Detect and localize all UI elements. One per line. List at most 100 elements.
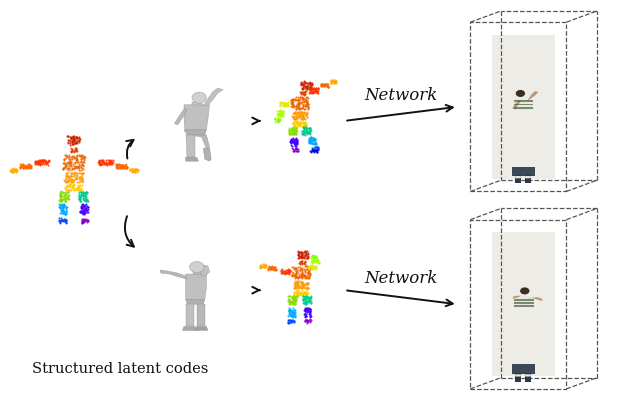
Point — [293, 120, 303, 127]
Point — [74, 164, 84, 171]
Point — [280, 270, 290, 276]
Point — [19, 163, 29, 169]
Point — [307, 258, 317, 264]
Point — [283, 320, 293, 326]
Point — [301, 83, 312, 89]
Point — [74, 186, 84, 192]
Point — [305, 316, 316, 323]
Point — [74, 194, 84, 200]
Point — [301, 291, 311, 297]
Point — [300, 123, 310, 129]
Point — [104, 158, 115, 165]
Point — [58, 195, 68, 202]
Point — [269, 115, 280, 122]
Point — [112, 165, 122, 172]
Point — [317, 81, 327, 88]
Point — [299, 89, 309, 95]
Point — [284, 316, 294, 323]
Point — [326, 79, 336, 85]
Point — [287, 295, 298, 301]
Point — [300, 313, 310, 319]
Point — [75, 152, 85, 159]
Point — [67, 139, 77, 145]
Point — [291, 145, 301, 152]
Point — [293, 279, 303, 286]
Point — [293, 103, 303, 109]
Point — [78, 195, 88, 202]
Point — [66, 177, 76, 183]
Point — [301, 111, 312, 117]
Point — [290, 141, 300, 148]
Point — [289, 126, 300, 132]
Point — [295, 121, 305, 127]
Point — [80, 189, 90, 196]
Point — [40, 159, 51, 165]
Point — [122, 164, 132, 170]
Point — [285, 318, 295, 325]
Point — [290, 309, 300, 316]
Point — [77, 216, 88, 222]
Point — [296, 283, 306, 289]
Point — [299, 272, 309, 278]
Point — [288, 308, 298, 315]
Point — [291, 125, 301, 132]
Point — [289, 285, 300, 292]
Point — [290, 123, 300, 129]
Point — [286, 298, 296, 304]
Point — [300, 85, 310, 91]
Point — [300, 310, 310, 316]
Point — [95, 161, 105, 167]
Point — [292, 281, 303, 288]
Point — [34, 160, 44, 167]
Point — [76, 189, 86, 195]
Point — [296, 270, 306, 277]
Point — [68, 133, 79, 139]
Point — [62, 183, 72, 189]
Point — [75, 182, 85, 188]
Point — [77, 159, 87, 165]
Point — [68, 187, 79, 193]
Point — [293, 248, 303, 255]
Polygon shape — [529, 297, 542, 301]
Point — [300, 89, 310, 96]
Point — [326, 77, 336, 83]
Bar — [514, 100, 533, 101]
Point — [284, 305, 294, 312]
Point — [16, 163, 26, 170]
Point — [289, 116, 299, 123]
Point — [305, 307, 316, 314]
Point — [287, 125, 297, 132]
Point — [308, 147, 318, 154]
Point — [311, 88, 321, 95]
Point — [300, 106, 310, 112]
Point — [59, 201, 69, 207]
Point — [111, 163, 122, 169]
Point — [290, 129, 300, 136]
Point — [78, 192, 88, 199]
Point — [24, 164, 35, 170]
Point — [63, 164, 74, 171]
Point — [34, 157, 44, 164]
Point — [286, 313, 296, 320]
Point — [308, 135, 318, 142]
Point — [263, 266, 273, 273]
Point — [299, 115, 309, 121]
Point — [292, 281, 303, 288]
Point — [34, 158, 44, 164]
Point — [74, 152, 84, 158]
Point — [60, 184, 70, 190]
Point — [296, 274, 307, 280]
Point — [298, 127, 308, 134]
Point — [35, 161, 45, 168]
Point — [59, 208, 69, 214]
Point — [284, 269, 294, 275]
Point — [22, 163, 32, 170]
Point — [289, 309, 300, 315]
Point — [70, 154, 81, 160]
Point — [67, 137, 77, 144]
Point — [307, 86, 317, 93]
Point — [79, 153, 90, 160]
Point — [22, 163, 33, 169]
Point — [308, 257, 319, 264]
Point — [296, 253, 306, 260]
